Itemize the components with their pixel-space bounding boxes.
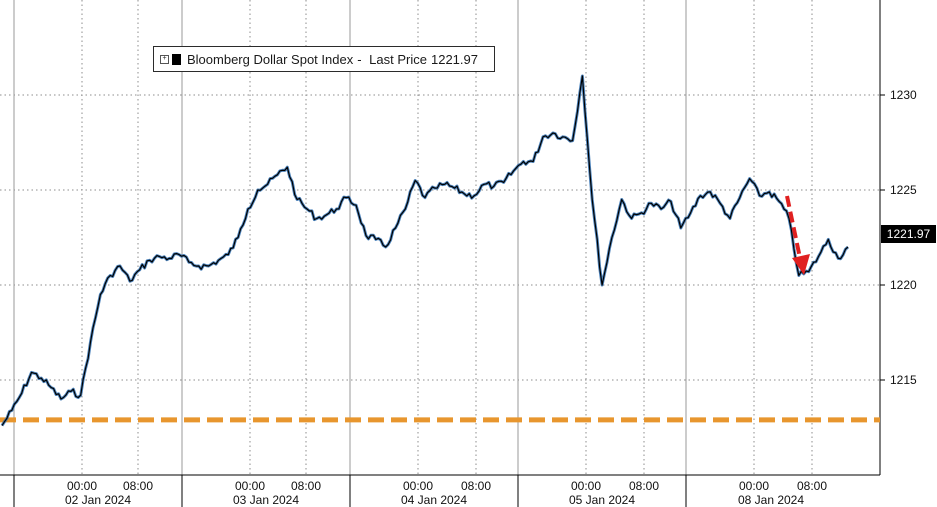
legend-price-value: 1221.97 xyxy=(430,51,478,67)
y-tick-label: 1220 xyxy=(890,278,917,292)
x-time-label: 00:00 xyxy=(403,479,433,493)
x-date-label: 08 Jan 2024 xyxy=(738,493,804,507)
legend-series-name: Bloomberg Dollar Spot Index xyxy=(187,51,354,67)
x-time-label: 00:00 xyxy=(235,479,265,493)
last-price-tag: 1221.97 xyxy=(881,225,936,243)
x-time-label: 00:00 xyxy=(67,479,97,493)
x-time-label: 08:00 xyxy=(629,479,659,493)
x-tick-labels: 00:00 08:00 00:00 08:00 00:00 08:00 00:00 08:00… xyxy=(65,479,827,507)
y-tick-labels: 1215 1220 1225 1230 xyxy=(890,88,917,387)
arrow-layer xyxy=(785,195,810,275)
x-date-label: 05 Jan 2024 xyxy=(569,493,635,507)
x-date-label: 03 Jan 2024 xyxy=(233,493,299,507)
x-date-label: 02 Jan 2024 xyxy=(65,493,131,507)
decline-arrow-shaft xyxy=(785,195,802,259)
series-line-highlight xyxy=(0,74,849,427)
decline-arrow-head xyxy=(792,254,810,275)
legend-price-label: Last Price xyxy=(369,51,427,67)
chart-legend: + Bloomberg Dollar Spot Index - Last Pric… xyxy=(153,46,495,72)
legend-separator: - xyxy=(357,51,362,67)
x-time-label: 08:00 xyxy=(291,479,321,493)
x-time-label: 00:00 xyxy=(739,479,769,493)
series-layer xyxy=(0,74,849,427)
series-line xyxy=(1,75,849,426)
x-time-label: 00:00 xyxy=(571,479,601,493)
y-tick-label: 1215 xyxy=(890,373,917,387)
y-tick-label: 1230 xyxy=(890,88,917,102)
x-time-label: 08:00 xyxy=(461,479,491,493)
axes xyxy=(0,0,885,507)
x-time-label: 08:00 xyxy=(123,479,153,493)
x-time-label: 08:00 xyxy=(797,479,827,493)
legend-expand-icon[interactable]: + xyxy=(160,54,169,64)
grid-lines xyxy=(0,0,880,475)
legend-swatch xyxy=(172,53,181,65)
legend-text: Bloomberg Dollar Spot Index - Last Price 1… xyxy=(187,52,482,67)
x-date-label: 04 Jan 2024 xyxy=(401,493,467,507)
y-tick-label: 1225 xyxy=(890,183,917,197)
